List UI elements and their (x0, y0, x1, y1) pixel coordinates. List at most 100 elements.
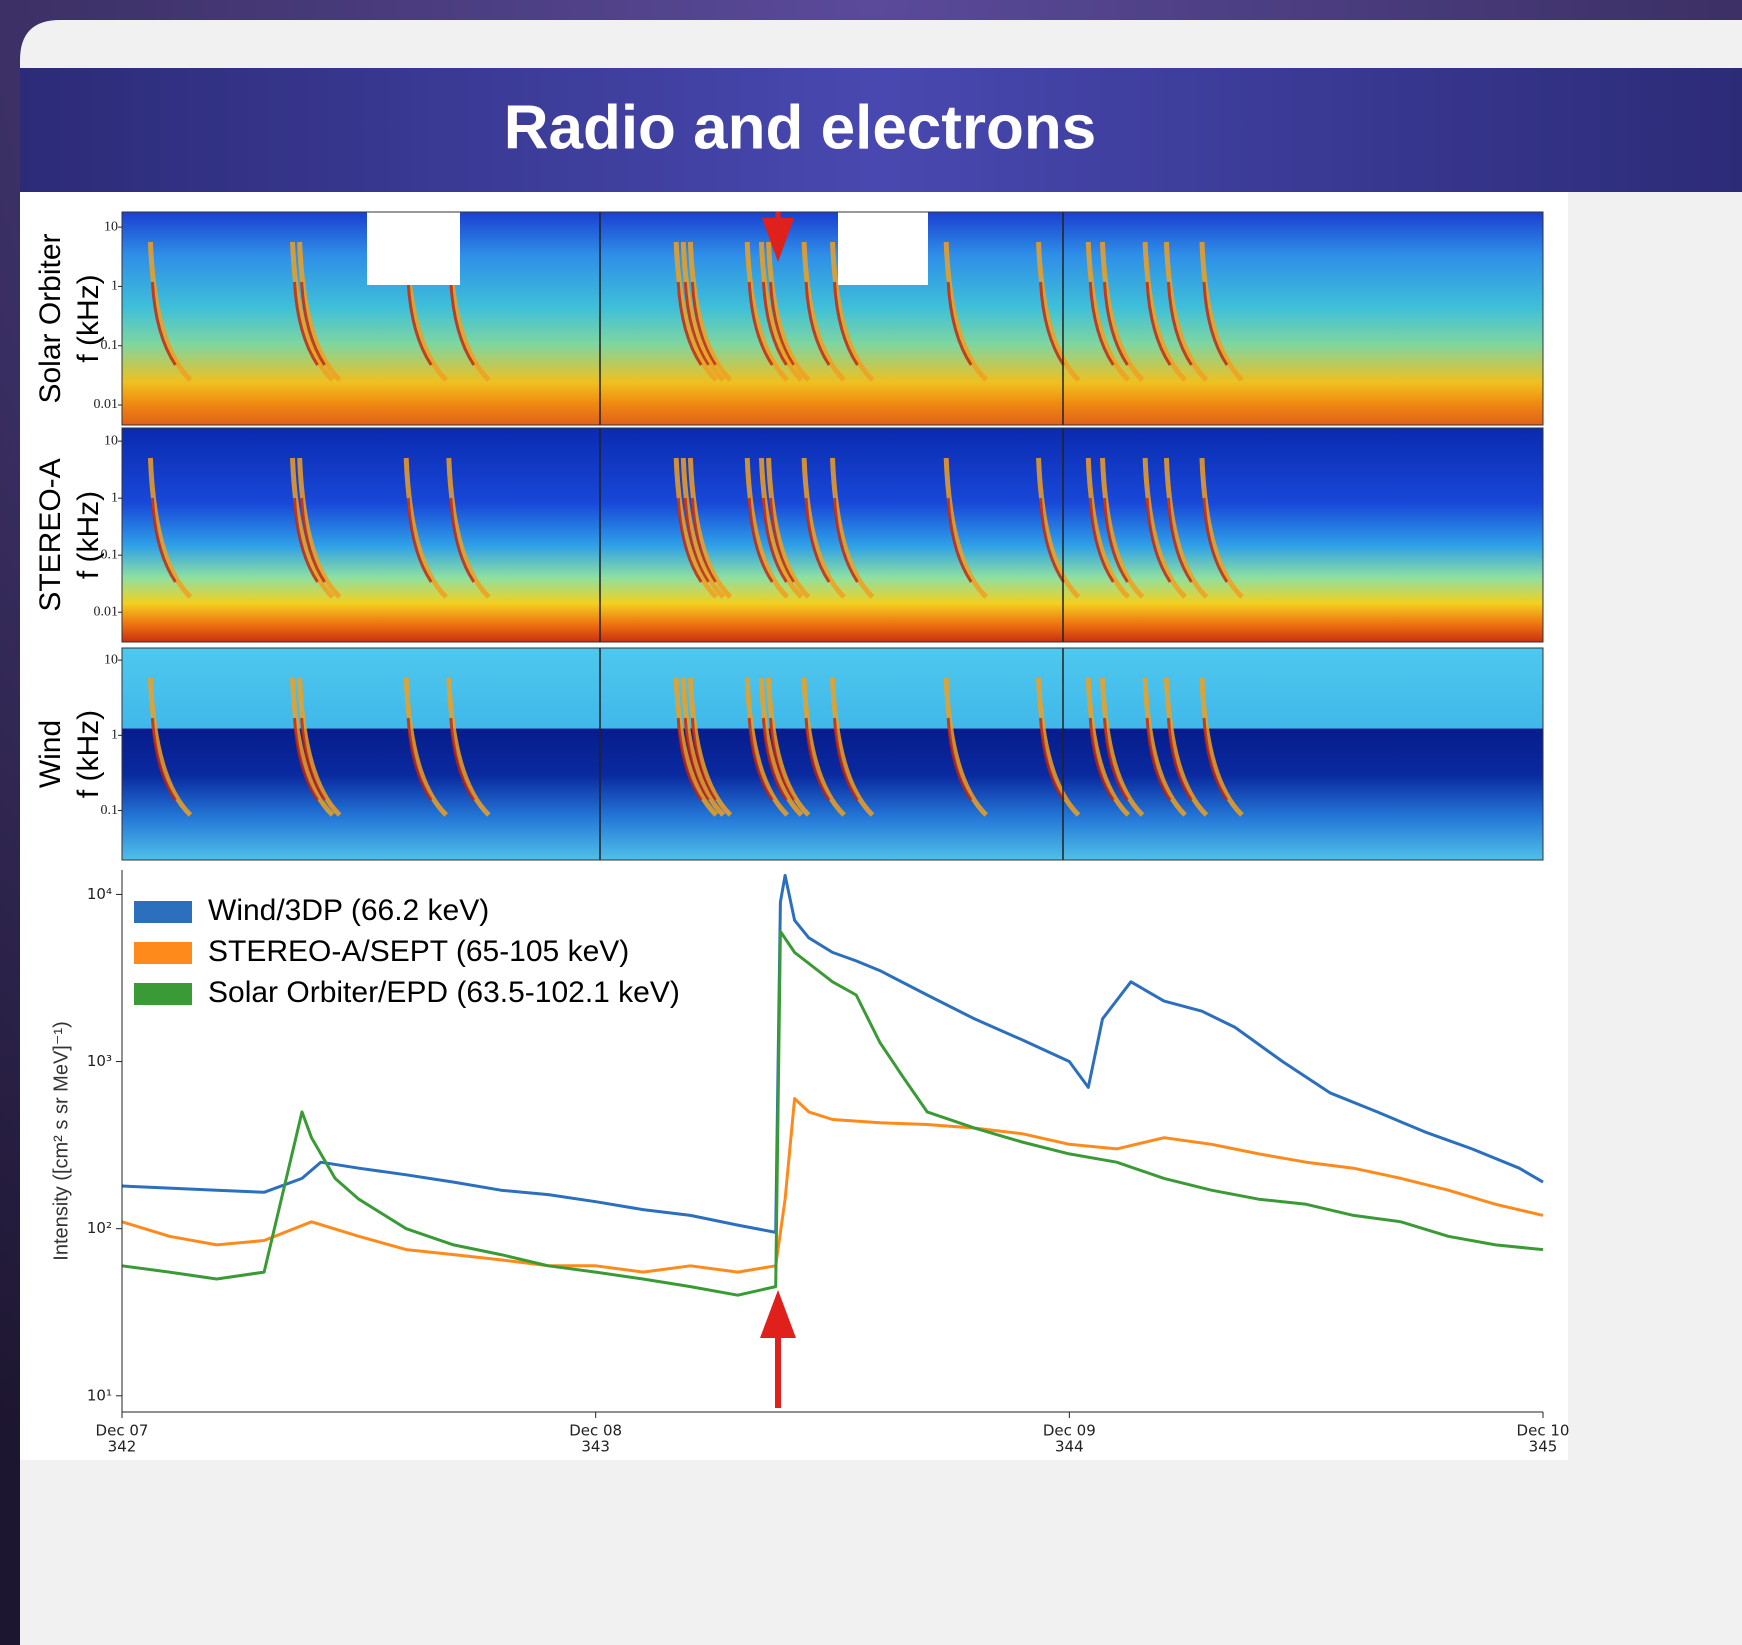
radio-burst-core (1166, 717, 1193, 801)
data-gap (838, 212, 928, 285)
radio-burst (147, 677, 193, 817)
y-tick-label: 10 (104, 652, 118, 667)
radio-burst-core (406, 717, 433, 801)
radio-burst (680, 241, 726, 382)
radio-burst-core (761, 497, 788, 583)
radio-burst-core (769, 281, 795, 366)
radio-burst (766, 457, 811, 599)
y-tick-label: 10² (87, 1219, 112, 1237)
radio-burst-core (150, 281, 177, 366)
x-tick-date: Dec 10 (1517, 1422, 1570, 1440)
radio-burst (766, 241, 811, 382)
data-line (121, 873, 1544, 1234)
radio-burst-core (946, 717, 973, 801)
radio-burst (830, 677, 875, 817)
radio-burst-core (406, 497, 433, 583)
legend-swatch (134, 901, 192, 923)
legend-label: Wind/3DP (66.2 keV) (208, 894, 489, 927)
radio-burst-core (833, 717, 859, 801)
y-tick-label: 10 (104, 433, 118, 448)
radio-burst-core (683, 717, 710, 801)
radio-burst (673, 241, 718, 382)
radio-burst (290, 241, 335, 382)
radio-burst (446, 457, 491, 599)
slide-title: Radio and electrons (504, 93, 1097, 162)
radio-burst-core (833, 497, 859, 583)
x-tick-label: 342 (108, 1438, 137, 1456)
data-line (121, 1097, 1544, 1274)
radio-burst-core (676, 717, 703, 801)
header-bar (20, 68, 1742, 192)
radio-burst-core (1166, 281, 1193, 366)
y-tick-label: 1 (111, 490, 118, 505)
y-axis-label: f (kHz) (72, 491, 105, 579)
y-tick-label: 0.1 (101, 803, 119, 818)
plot-area (122, 870, 1543, 1412)
radio-burst-core (1166, 497, 1193, 583)
radio-burst-core (761, 281, 788, 366)
radio-burst (1085, 241, 1131, 382)
radio-burst (1199, 457, 1244, 599)
radio-burst-core (804, 281, 831, 366)
y-tick-label: 1 (111, 279, 118, 294)
x-tick-date: Dec 08 (569, 1422, 622, 1440)
radio-burst (290, 677, 335, 817)
radio-burst (673, 677, 718, 817)
radio-burst-core (293, 497, 319, 583)
radio-burst-core (747, 281, 774, 366)
radio-burst (758, 677, 804, 817)
y-tick-label: 0.01 (94, 604, 119, 619)
panel-frame (121, 427, 1544, 643)
legend-swatch (134, 983, 192, 1005)
x-tick-date: Dec 07 (96, 1422, 149, 1440)
data-line (121, 930, 1544, 1297)
legend-label: Solar Orbiter/EPD (63.5-102.1 keV) (208, 976, 680, 1009)
y-axis-label: Intensity ([cm² s sr MeV]⁻¹) (50, 1021, 72, 1260)
radio-burst (290, 457, 335, 599)
radio-burst (1099, 677, 1145, 817)
radio-burst (830, 457, 875, 599)
arrow-bottom-head (760, 1290, 796, 1338)
legend-label: STEREO-A/SEPT (65-105 keV) (208, 935, 629, 968)
y-tick-label: 10³ (87, 1052, 112, 1070)
radio-burst-core (300, 281, 326, 366)
radio-burst-core (293, 281, 319, 366)
radio-burst-core (1202, 717, 1229, 801)
y-tick-label: 0.1 (101, 547, 119, 562)
y-tick-label: 10⁴ (87, 885, 112, 903)
radio-burst-core (406, 281, 433, 366)
radio-burst-core (690, 497, 717, 583)
radio-burst (744, 457, 790, 599)
radio-burst (147, 457, 193, 599)
radio-burst-core (1102, 717, 1129, 801)
radio-burst-core (449, 281, 476, 366)
y-axis-label: f (kHz) (72, 710, 105, 798)
radio-burst (744, 241, 790, 382)
radio-burst-core (683, 281, 710, 366)
radio-burst (766, 677, 811, 817)
radio-burst (297, 457, 342, 599)
radio-burst (680, 457, 726, 599)
radio-burst (1142, 677, 1187, 817)
radio-burst (1199, 677, 1244, 817)
radio-burst-core (150, 717, 177, 801)
radio-burst-core (1145, 497, 1172, 583)
radio-burst-core (761, 717, 788, 801)
y-tick-label: 0.1 (101, 338, 119, 353)
radio-burst (1163, 241, 1209, 382)
radio-burst-core (1202, 281, 1229, 366)
radio-burst (687, 457, 733, 599)
radio-burst (943, 677, 988, 817)
x-tick-label: 343 (581, 1438, 610, 1456)
radio-burst (1142, 457, 1187, 599)
y-tick-label: 0.01 (94, 397, 119, 412)
radio-burst-core (804, 717, 831, 801)
radio-burst (1036, 677, 1081, 817)
radio-burst-core (946, 281, 973, 366)
radio-burst (680, 677, 726, 817)
radio-burst (673, 457, 718, 599)
y-axis-label: Wind (34, 720, 67, 788)
radio-burst (1036, 241, 1081, 382)
